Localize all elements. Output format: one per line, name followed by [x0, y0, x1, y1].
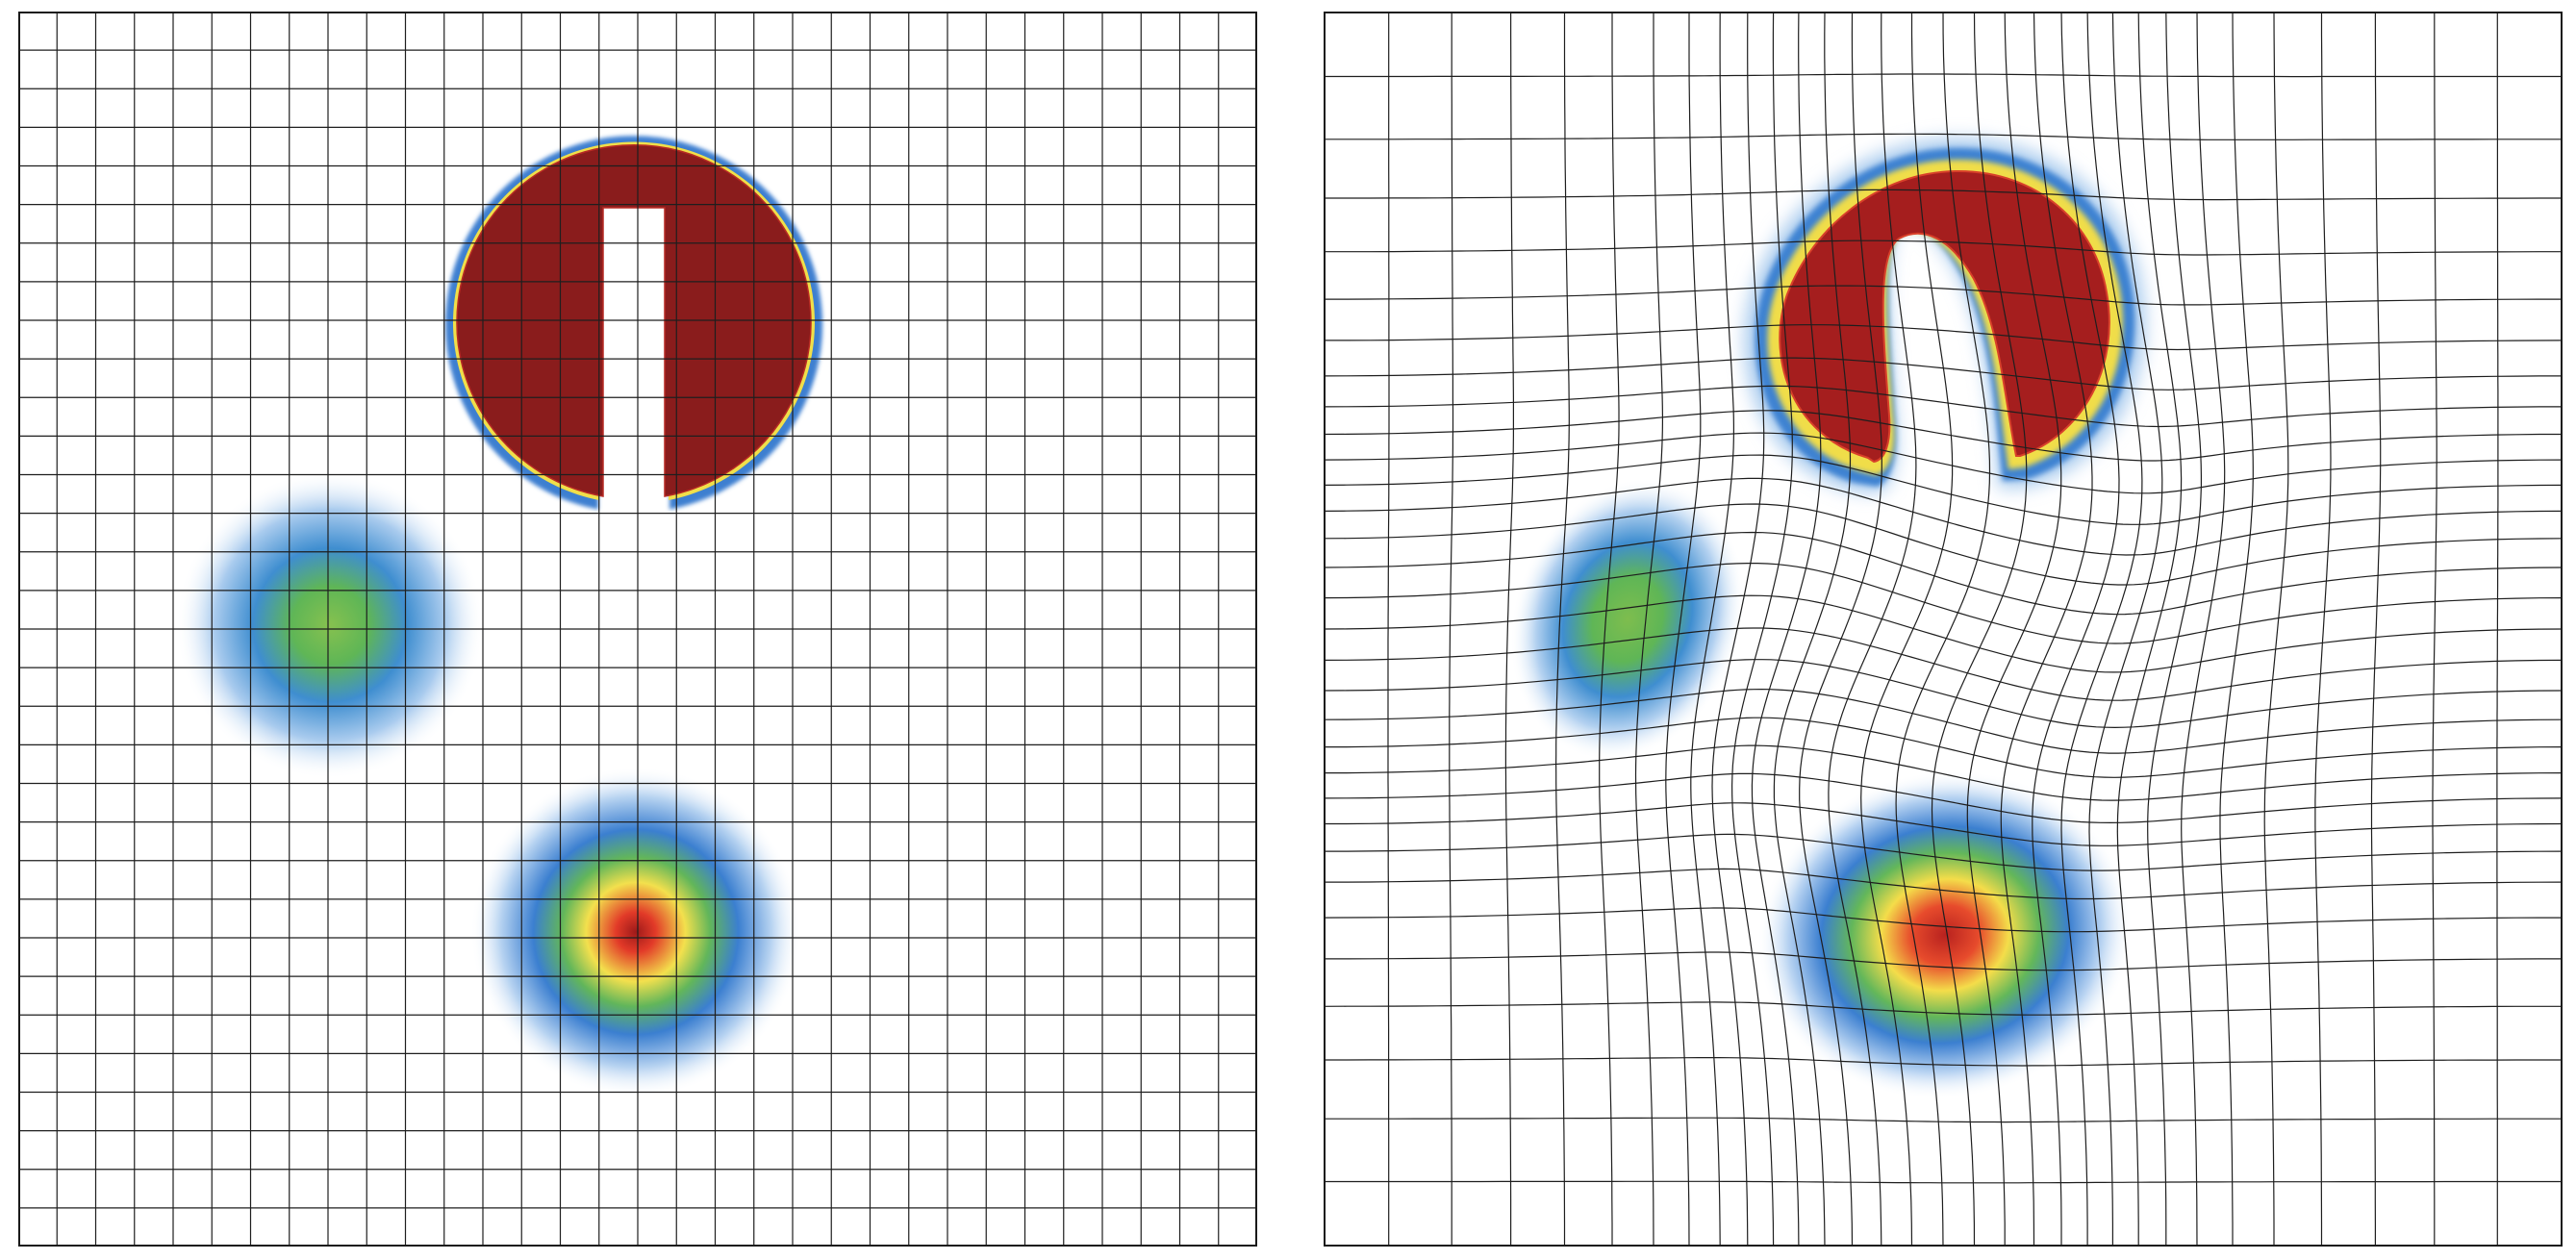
mesh-line-vertical — [2219, 12, 2254, 1247]
slotted-disk — [1744, 139, 2145, 492]
mesh-line-horizontal — [1324, 627, 2563, 701]
mesh-line-horizontal — [1324, 659, 2563, 729]
mesh-line-horizontal — [1324, 1180, 2563, 1184]
mesh-line-vertical — [2314, 12, 2332, 1247]
cone-hump — [1756, 770, 2134, 1099]
small-hump — [176, 471, 484, 779]
mesh-line-horizontal — [1324, 285, 2563, 306]
mesh-line-vertical — [2032, 12, 2120, 1247]
mesh-line-horizontal — [1324, 717, 2563, 778]
mesh-line-vertical — [2060, 12, 2143, 1247]
mesh-line-horizontal — [1324, 1001, 2563, 1016]
mesh-line-horizontal — [1324, 744, 2563, 801]
adapted-mesh-plot — [1324, 12, 2563, 1247]
mesh-line-vertical — [2370, 12, 2382, 1247]
mesh-line-horizontal — [1324, 594, 2563, 673]
frame — [18, 12, 1257, 1247]
mesh-line-horizontal — [1324, 802, 2563, 846]
initial-mesh-panel — [18, 12, 1257, 1247]
mesh-line-horizontal — [1324, 133, 2563, 140]
slotted-disk — [445, 136, 822, 510]
small-hump — [1509, 478, 1746, 761]
mesh-line-vertical — [2116, 12, 2183, 1247]
mesh-line-vertical — [1931, 12, 2028, 1247]
mesh-line-vertical — [2147, 12, 2202, 1247]
mesh-line-horizontal — [1324, 410, 2563, 462]
mesh-line-vertical — [2496, 12, 2499, 1247]
field-layer — [1509, 139, 2145, 1099]
mesh-line-vertical — [2000, 12, 2093, 1247]
mesh-line-vertical — [1387, 12, 1390, 1247]
mesh-line-vertical — [2263, 12, 2289, 1247]
mesh-line-horizontal — [1324, 477, 2563, 556]
frame — [1324, 12, 2563, 1247]
field-layer — [176, 136, 822, 1097]
mesh-line-vertical — [1449, 12, 1454, 1247]
mesh-line-horizontal — [1324, 772, 2563, 824]
mesh-line-horizontal — [1324, 432, 2563, 494]
adapted-grid — [1324, 12, 2563, 1247]
mesh-line-vertical — [2181, 12, 2226, 1247]
mesh-line-horizontal — [1324, 951, 2563, 971]
mesh-line-horizontal — [1324, 907, 2563, 933]
adapted-mesh-panel — [1324, 12, 2563, 1247]
mesh-line-vertical — [1966, 12, 2062, 1247]
mesh-line-vertical — [2432, 12, 2437, 1247]
cone-hump — [470, 767, 801, 1097]
mesh-line-horizontal — [1324, 385, 2563, 428]
uniform-grid — [18, 12, 1257, 1247]
mesh-line-horizontal — [1324, 73, 2563, 78]
mesh-line-horizontal — [1324, 688, 2563, 754]
initial-mesh-plot — [18, 12, 1257, 1247]
mesh-line-horizontal — [1324, 1057, 2563, 1067]
mesh-line-vertical — [2088, 12, 2163, 1247]
mesh-line-horizontal — [1324, 833, 2563, 871]
mesh-line-horizontal — [1324, 324, 2563, 351]
mesh-line-horizontal — [1324, 1117, 2563, 1123]
mesh-line-horizontal — [1324, 868, 2563, 900]
